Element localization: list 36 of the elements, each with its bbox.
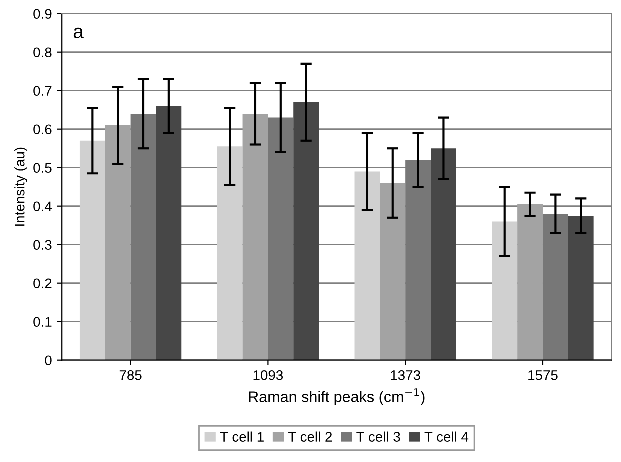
y-tick-label: 0.3	[34, 240, 52, 250]
y-tick-label: 0	[45, 356, 52, 366]
bar	[242, 114, 268, 360]
bar	[105, 126, 131, 360]
bar	[492, 222, 518, 360]
y-tick-label: 0.4	[34, 202, 52, 212]
bar	[542, 214, 568, 360]
legend-label: T cell 4	[424, 432, 469, 442]
x-tick-label: 1575	[528, 370, 558, 380]
bar	[80, 140, 106, 360]
bar	[268, 118, 294, 360]
bar	[380, 183, 406, 360]
bar	[354, 172, 380, 360]
bar	[294, 102, 320, 360]
x-tick-label: 1373	[391, 370, 420, 380]
legend-label: T cell 3	[356, 432, 400, 442]
legend-label: T cell 1	[220, 432, 264, 442]
y-tick-label: 0.6	[34, 124, 52, 135]
bar	[518, 204, 543, 360]
bar	[568, 216, 594, 360]
y-axis-title: Intensity (au)	[14, 148, 28, 226]
bar	[130, 114, 156, 360]
y-tick-label: 0.9	[34, 9, 52, 20]
y-tick-label: 0.1	[34, 317, 52, 328]
bar	[156, 106, 182, 360]
bar	[431, 148, 456, 360]
annotation: a	[74, 28, 84, 39]
legend-label: T cell 2	[288, 432, 332, 442]
x-tick-label: 1093	[254, 370, 284, 380]
x-tick-label: 785	[120, 370, 142, 380]
bar	[217, 146, 243, 360]
y-tick-label: 0.2	[34, 278, 52, 289]
y-tick-label: 0.8	[34, 48, 52, 58]
y-tick-label: 0.7	[34, 86, 52, 96]
x-axis-title: Raman shift peaks (cm$^{−1}$)	[249, 388, 425, 406]
y-tick-label: 0.5	[34, 163, 52, 174]
